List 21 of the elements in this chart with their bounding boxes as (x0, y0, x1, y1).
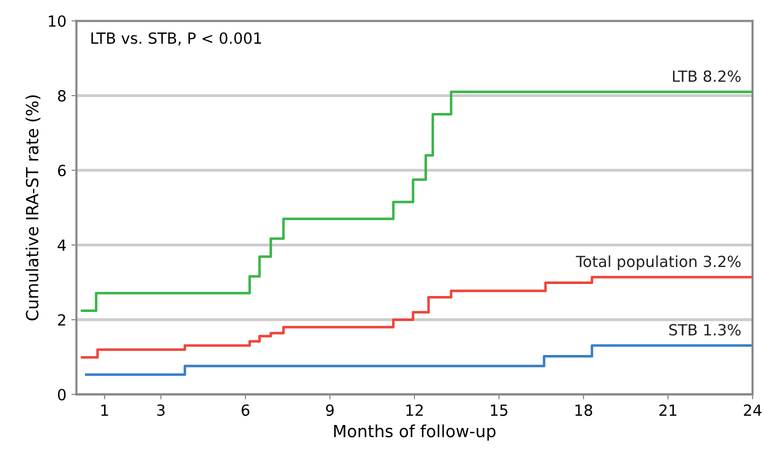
x-tick-label: 21 (659, 404, 676, 416)
annotation: LTB vs. STB, P < 0.001 (91, 32, 261, 46)
x-tick-label: 12 (406, 404, 423, 416)
x-tick-label: 3 (157, 404, 165, 416)
y-tick-label: 0 (58, 388, 66, 400)
series-label: STB 1.3% (669, 324, 741, 336)
series-label: Total population 3.2% (576, 255, 741, 270)
x-tick-label: 24 (744, 404, 762, 416)
series-label: LTB 8.2% (673, 70, 741, 82)
y-tick-label: 8 (58, 90, 66, 102)
y-tick-label: 4 (58, 240, 66, 251)
y-tick-label: 10 (48, 15, 66, 27)
x-axis-title: Months of follow-up (334, 424, 496, 441)
x-tick-label: 1 (101, 404, 108, 416)
y-tick-label: 6 (58, 164, 66, 176)
x-tick-label: 6 (242, 404, 250, 416)
x-tick-label: 18 (575, 404, 592, 416)
y-tick-label: 2 (58, 314, 66, 326)
y-axis-title: Cumulative IRA-ST rate (%) (26, 95, 40, 320)
x-tick-label: 9 (326, 404, 334, 416)
x-tick-label: 15 (490, 404, 508, 416)
